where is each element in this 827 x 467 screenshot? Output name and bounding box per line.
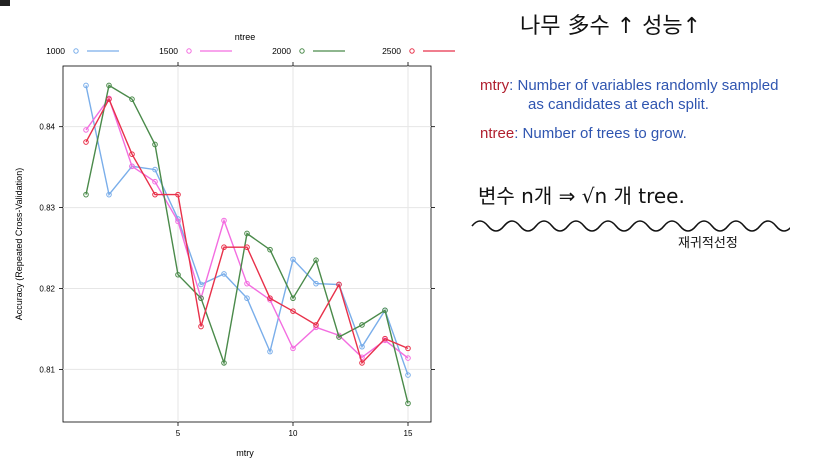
ntree-term: ntree [480,125,515,142]
data-point-2500 [290,308,296,314]
data-point-1000 [152,166,158,173]
data-point-1500 [244,280,250,287]
data-point-2500 [198,323,204,330]
data-point-1000 [106,191,112,198]
mtry-note-line-2: as candidates at each split. [528,96,709,113]
series-group [83,82,411,407]
data-point-2500 [175,191,181,198]
legend-marker-2000 [299,48,305,54]
data-point-2500 [336,281,342,288]
data-point-1500 [290,345,296,352]
data-point-2000 [313,257,319,263]
legend-marker-1500 [186,48,192,54]
x-tick-label: 5 [176,429,181,438]
accuracy-line-chart: ntree 1000 1500 2000 2500 0.81 0.82 0.83 0.84 5… [14,32,455,458]
data-point-2000 [267,246,273,253]
data-point-2500 [382,335,388,342]
legend-label-2000: 2000 [272,46,291,56]
data-point-1000 [221,271,227,277]
data-point-1500 [221,217,227,224]
y-tick-label: 0.81 [39,365,55,374]
y-tick-label: 0.84 [39,123,55,132]
grid-lines [63,66,431,422]
data-point-2500 [359,360,365,366]
legend-marker-1000 [73,48,79,54]
handwritten-rule: 변수 n개 ⇒ √n 개 tree. [478,184,685,208]
data-point-2000 [175,271,181,278]
legend-label-1500: 1500 [159,46,178,56]
data-point-1000 [198,281,204,288]
handwritten-signature: 재귀적선정 [678,236,738,251]
data-point-2500 [313,322,319,328]
data-point-2500 [152,191,158,198]
handwritten-heading: 나무 多수 ↑ 성능↑ [520,14,702,39]
axis-ticks: 0.81 0.82 0.83 0.84 5 10 15 [39,62,435,438]
data-point-1000 [244,295,250,302]
series-line-2500 [85,97,409,365]
series-line-1500 [85,96,409,359]
data-point-1500 [152,178,158,185]
data-point-2000 [152,141,158,148]
data-point-2500 [129,151,135,157]
x-axis-label: mtry [236,448,254,458]
data-point-2000 [336,334,342,340]
data-point-2000 [359,322,365,328]
mtry-description: : Number of variables randomly sampled [509,77,779,94]
top-edge-mark [0,0,10,6]
data-point-2000 [106,82,112,89]
data-point-1000 [405,372,411,378]
x-tick-label: 15 [404,429,413,438]
plot-panel [62,65,432,423]
data-point-2500 [83,139,89,145]
data-point-2000 [382,307,388,314]
data-point-2000 [198,295,204,302]
legend-marker-2500 [409,48,415,54]
data-point-2000 [244,230,250,237]
data-point-1500 [129,163,135,170]
y-tick-label: 0.83 [39,204,55,213]
data-point-2000 [290,295,296,302]
data-point-2500 [221,244,227,251]
legend-label-1000: 1000 [46,46,65,56]
legend: 1000 1500 2000 2500 [46,46,455,56]
ntree-description: : Number of trees to grow. [514,125,687,142]
data-point-2500 [106,96,112,102]
x-tick-label: 10 [289,429,298,438]
data-point-2500 [244,244,250,251]
series-line-1000 [85,85,409,376]
data-point-1500 [83,127,89,133]
mtry-note-line-1: mtry: Number of variables randomly sampl… [480,76,820,95]
data-point-1000 [290,256,296,263]
y-axis-label: Accuracy (Repeated Cross-Validation) [14,168,24,320]
data-point-2000 [83,191,89,198]
data-point-1000 [313,280,319,287]
ntree-note: ntree: Number of trees to grow. [480,124,820,143]
data-point-2500 [405,345,411,352]
data-point-1000 [359,343,365,350]
handwritten-wavy-underline [471,220,790,232]
legend-title: ntree [235,32,256,42]
data-point-2000 [221,360,227,366]
data-point-2000 [129,96,135,102]
data-point-1000 [83,82,89,89]
data-point-2000 [405,400,411,407]
y-tick-label: 0.82 [39,285,55,294]
mtry-term: mtry [480,77,510,94]
series-line-2000 [85,84,409,404]
data-point-1500 [405,355,411,361]
data-point-1000 [267,348,273,355]
data-point-1500 [175,218,181,225]
legend-label-2500: 2500 [382,46,401,56]
data-point-2500 [267,295,273,302]
parameter-notes: mtry: Number of variables randomly sampl… [480,76,820,143]
